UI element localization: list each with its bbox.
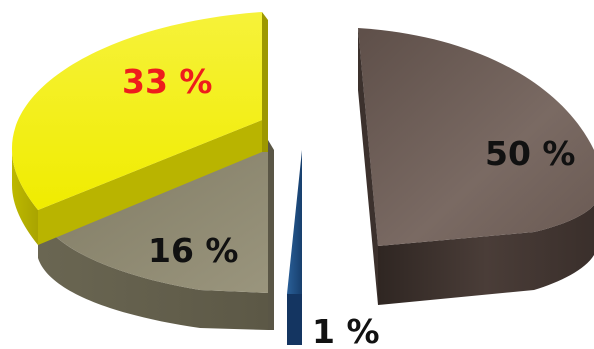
- pie-slice-cut-50: [358, 28, 378, 305]
- slice-label-50: 50 %: [485, 134, 575, 173]
- pie-slice-top-50: [358, 28, 594, 246]
- pie-slice-top-1: [287, 150, 302, 294]
- pie-slice-side-33: [12, 150, 38, 245]
- pie-slice-top-16: [38, 140, 268, 293]
- pie-slice-50: [358, 28, 594, 305]
- pie-slice-16: [38, 140, 274, 330]
- slice-label-16: 16 %: [148, 231, 238, 270]
- pie-slice-cut-33: [262, 12, 268, 152]
- pie-slice-side-16: [38, 212, 268, 330]
- slice-label-1: 1 %: [312, 312, 380, 349]
- pie-slice-1: [287, 150, 302, 345]
- pie-slice-33: [11, 12, 268, 245]
- pie-slice-cut-16: [268, 140, 274, 330]
- pie-slice-side2-33: [38, 120, 262, 245]
- pie-slice-side-50: [378, 205, 594, 305]
- pie-slice-top-33: [11, 12, 262, 210]
- pie-slice-side-1: [287, 294, 302, 345]
- slice-label-33: 33 %: [122, 62, 212, 101]
